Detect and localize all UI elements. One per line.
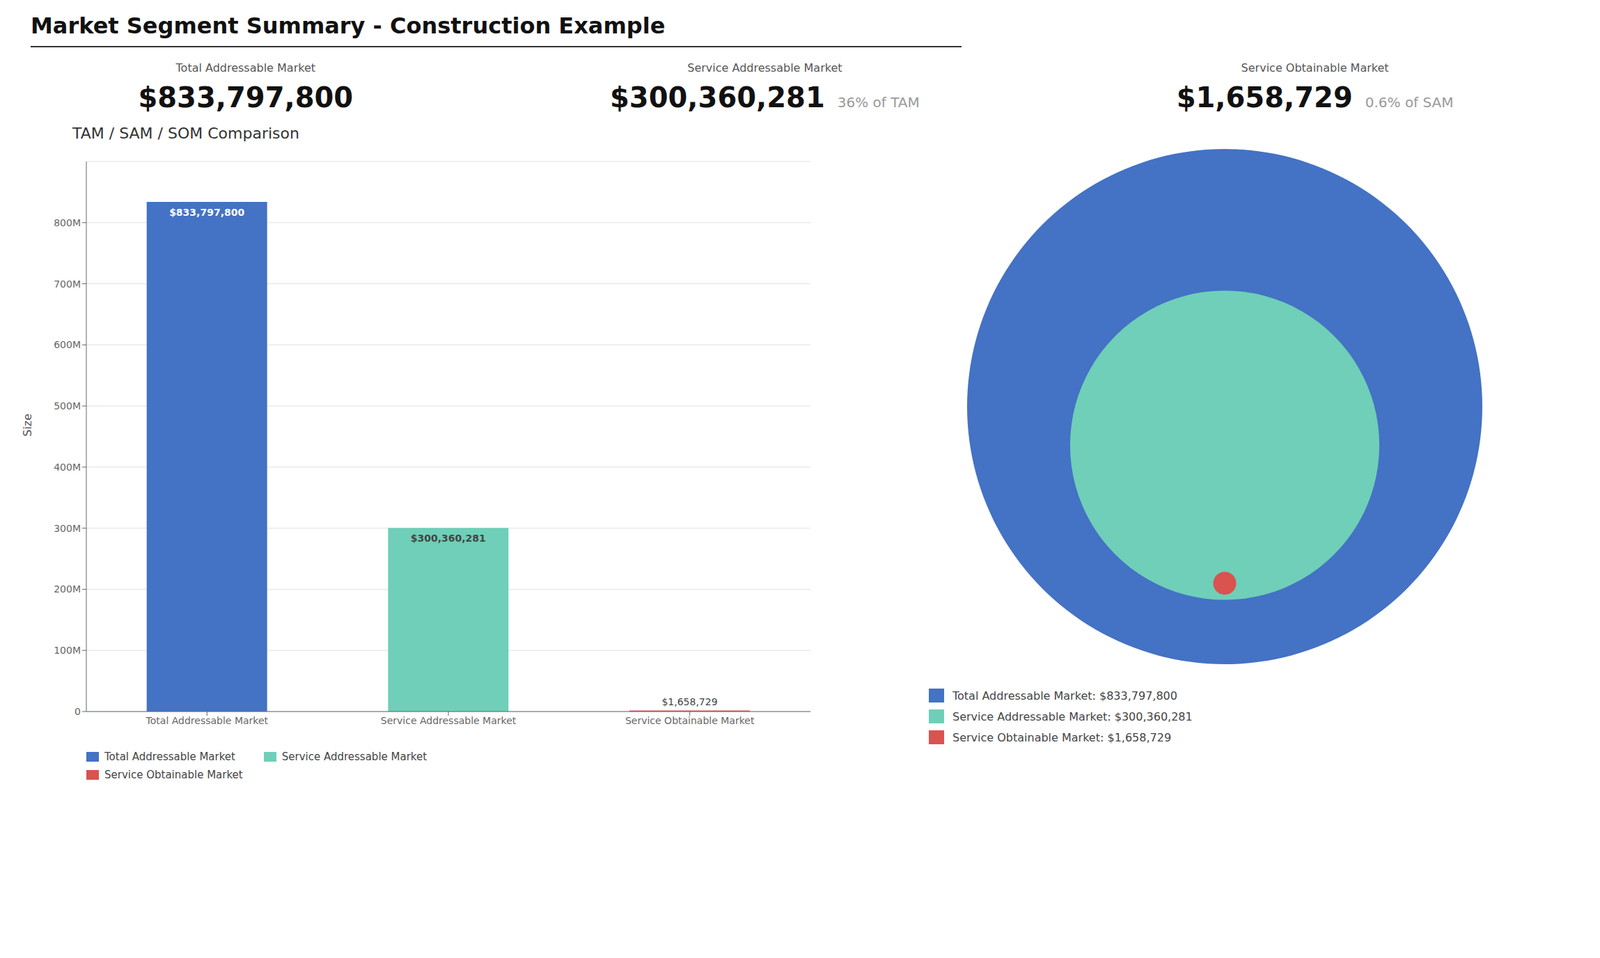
svg-text:0: 0 — [74, 706, 81, 718]
html-text:0.6% of SAM: 0.6% of SAM — [1365, 93, 1454, 111]
html-text:Service Addressable Market: Service Addressable Market — [687, 61, 843, 75]
svg-text:$833,797,800: $833,797,800 — [169, 206, 245, 218]
svg-text:200M: 200M — [53, 583, 81, 595]
svg-text:Service Obtainable Market: Service Obtainable Market — [625, 715, 755, 727]
svg-text:Service Addressable Market: Service Addressable Market — [380, 715, 517, 727]
html-text:$300,360,281: $300,360,281 — [609, 81, 825, 114]
html-text:Service Addressable Market: $3: Service Addressable Market: $300,360,281 — [952, 709, 1193, 724]
svg-text:800M: 800M — [53, 217, 81, 229]
html-text:Market Segment Summary - Const: Market Segment Summary - Construction Ex… — [30, 12, 666, 39]
html-text:$833,797,800: $833,797,800 — [138, 81, 354, 114]
html-text:Service Obtainable Market: Service Obtainable Market — [1241, 61, 1389, 75]
html-text:Total Addressable Market: $833: Total Addressable Market: $833,797,800 — [952, 688, 1178, 703]
svg-text:Total Addressable Market: Total Addressable Market — [145, 715, 269, 727]
svg-text:300M: 300M — [53, 522, 81, 535]
html-text:$1,658,729: $1,658,729 — [1176, 81, 1353, 114]
html-text:Total Addressable Market: Total Addressable Market — [104, 750, 236, 764]
svg-text:600M: 600M — [53, 339, 81, 351]
html-text:Total Addressable Market: Total Addressable Market — [175, 61, 316, 75]
svg-text:100M: 100M — [53, 644, 81, 656]
html-text:Service Obtainable Market: Service Obtainable Market — [104, 768, 243, 782]
svg-text:500M: 500M — [53, 400, 81, 412]
html-text:Service Addressable Market: Service Addressable Market — [281, 750, 427, 764]
svg-text:Size: Size — [20, 413, 35, 437]
svg-text:$300,360,281: $300,360,281 — [410, 532, 486, 544]
svg-text:$1,658,729: $1,658,729 — [661, 696, 718, 708]
html-text:36% of TAM: 36% of TAM — [837, 93, 920, 111]
svg-text:400M: 400M — [53, 461, 81, 473]
html-text:Service Obtainable Market: $1,: Service Obtainable Market: $1,658,729 — [952, 730, 1172, 744]
html-text:TAM / SAM / SOM Comparison: TAM / SAM / SOM Comparison — [72, 124, 300, 143]
svg-text:700M: 700M — [53, 278, 81, 290]
